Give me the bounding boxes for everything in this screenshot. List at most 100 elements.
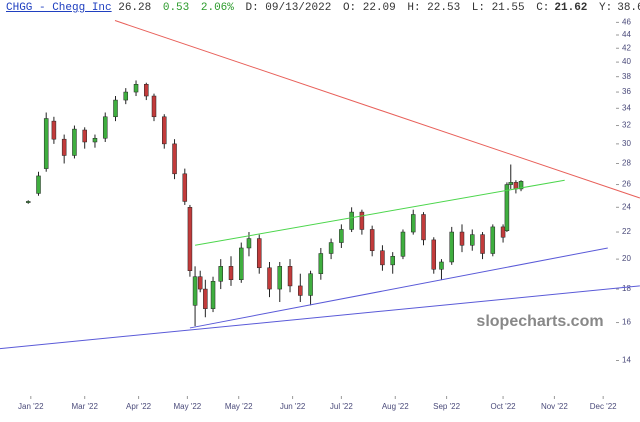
candle-body <box>490 226 496 254</box>
x-tick-label: Jan '22 <box>18 402 44 411</box>
x-tick-label: Jun '22 <box>280 402 306 411</box>
candle-body <box>51 120 57 140</box>
candle-body <box>359 211 365 230</box>
candle-body <box>187 207 193 271</box>
candle-body <box>133 84 139 93</box>
candle-body <box>192 276 198 306</box>
candle-body <box>182 173 188 202</box>
candle-body <box>267 267 272 290</box>
candle-body <box>123 91 129 101</box>
candle-body <box>203 288 208 309</box>
change: 0.53 <box>162 2 190 14</box>
candle-body <box>470 234 475 246</box>
x-tick-label: May '22 <box>225 402 253 411</box>
x-tick-label: Oct '22 <box>491 402 517 411</box>
y-tick-label: 34 <box>622 103 631 112</box>
date: D: 09/13/2022 <box>245 2 332 14</box>
candle-body <box>210 281 216 309</box>
y-value: 38.69 <box>617 2 640 14</box>
y-tick-label: 38 <box>622 72 631 81</box>
trendline <box>0 285 640 350</box>
candle-body <box>308 273 313 296</box>
candle-body <box>410 214 416 233</box>
y-tick-label: 20 <box>622 254 631 263</box>
candle-body <box>500 226 506 238</box>
last: 26.28 <box>118 2 152 14</box>
candle-body <box>144 84 149 97</box>
y-tick-label: 14 <box>622 356 631 365</box>
header: CHGG - Chegg Inc 26.28 0.53 2.06% D: 09/… <box>6 2 640 14</box>
candle-body <box>459 231 465 246</box>
candle-body <box>92 137 98 143</box>
y-tick-label: 44 <box>622 30 631 39</box>
trendline <box>114 20 640 199</box>
high: H: 22.53 <box>407 2 461 14</box>
candle-body <box>256 238 262 269</box>
y-tick-label: 42 <box>622 43 631 52</box>
candle-body <box>508 182 514 185</box>
y-tick-label: 40 <box>622 57 631 66</box>
x-tick-label: Jul '22 <box>330 402 353 411</box>
x-tick-label: Apr '22 <box>126 402 152 411</box>
candle-body <box>380 250 385 266</box>
symbol-link[interactable]: CHGG - Chegg Inc <box>6 2 112 14</box>
y-tick-label: 24 <box>622 202 631 211</box>
candle-body <box>172 143 177 175</box>
x-tick-label: Mar '22 <box>71 402 98 411</box>
candle-body <box>349 211 354 230</box>
candle-body <box>72 128 77 156</box>
candle-body <box>328 242 334 254</box>
candle-body <box>36 175 41 194</box>
candle-body <box>369 229 375 251</box>
candle-body <box>277 266 283 290</box>
y-tick-label: 22 <box>622 227 631 236</box>
y-label: Y: <box>599 2 613 14</box>
candle-body <box>151 95 157 118</box>
candle-body <box>390 256 395 266</box>
candle-body <box>246 238 252 249</box>
candle-body <box>162 116 167 145</box>
trendline <box>189 247 608 329</box>
candle-body <box>339 229 344 243</box>
candle-body <box>43 118 49 169</box>
candle-body <box>480 234 485 254</box>
candle-body <box>287 266 293 287</box>
y-tick-label: 18 <box>622 284 631 293</box>
y-tick-label: 36 <box>622 87 631 96</box>
watermark: slopecharts.com <box>476 313 603 330</box>
candle-body <box>25 201 31 203</box>
candle-body <box>61 138 67 156</box>
y-tick-label: 28 <box>622 159 631 168</box>
candle-body <box>113 99 118 118</box>
x-tick-label: Nov '22 <box>541 402 568 411</box>
candle-body <box>400 231 406 257</box>
trendline <box>194 179 565 246</box>
candle-body <box>518 181 524 190</box>
y-tick-label: 46 <box>622 17 631 26</box>
candle-body <box>421 214 426 241</box>
low: L: 21.55 <box>471 2 525 14</box>
candle-body <box>439 261 444 270</box>
open: O: 22.09 <box>342 2 396 14</box>
candle-body <box>431 239 437 270</box>
candle-body <box>513 182 519 190</box>
candle-body <box>228 266 234 281</box>
candle-body <box>298 285 303 296</box>
y-tick-label: 16 <box>622 318 631 327</box>
candle-body <box>197 276 203 290</box>
y-tick-label: 26 <box>622 180 631 189</box>
candle-body <box>504 184 510 231</box>
x-tick-label: Dec '22 <box>590 402 617 411</box>
candle-body <box>318 253 324 274</box>
candle-body <box>218 266 223 282</box>
close: 21.62 <box>554 2 588 14</box>
candle-body <box>102 116 108 139</box>
y-tick-label: 30 <box>622 139 631 148</box>
x-tick-label: Aug '22 <box>382 402 409 411</box>
x-tick-label: May '22 <box>173 402 201 411</box>
y-tick-label: 32 <box>622 121 631 130</box>
candle-body <box>239 247 244 281</box>
candle-body <box>82 129 87 143</box>
